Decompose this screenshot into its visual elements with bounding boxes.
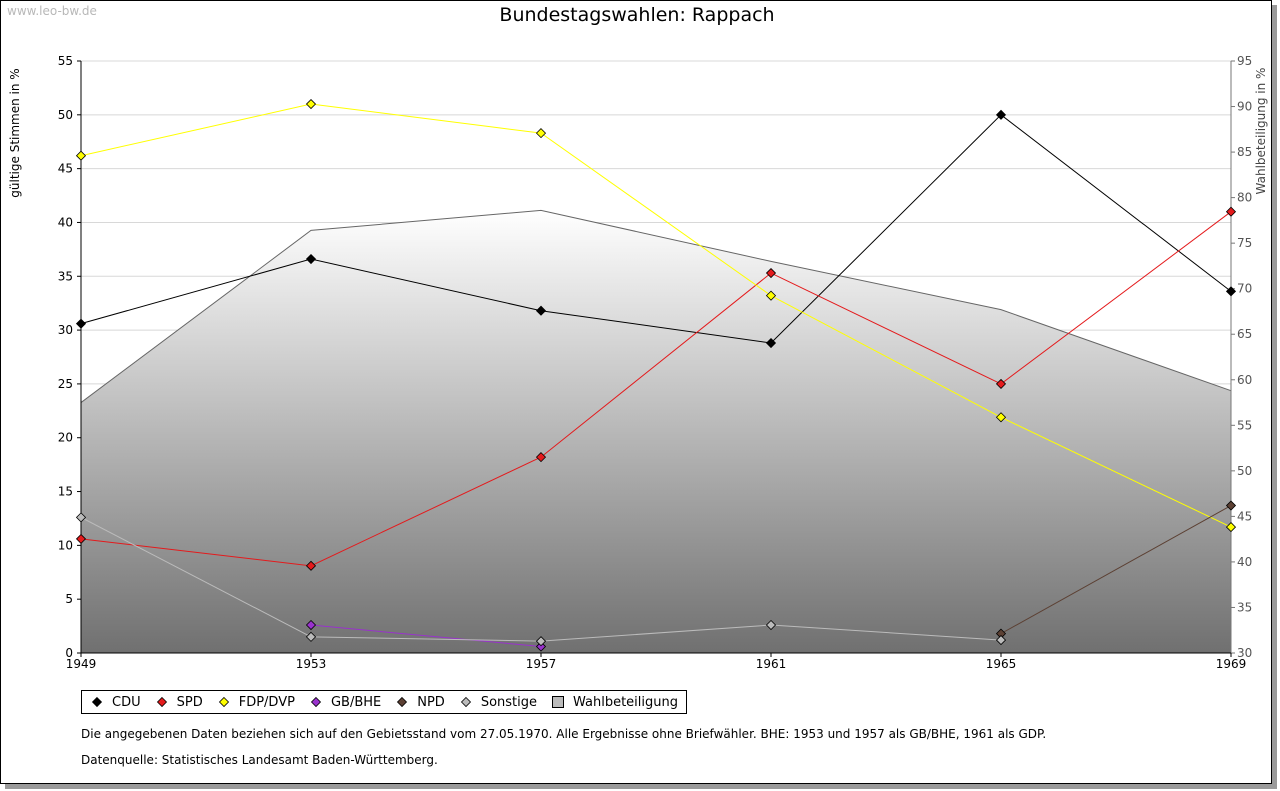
area-wahlbeteiligung-outline bbox=[80, 209, 1232, 403]
legend-item-gb-bhe: GB/BHE bbox=[309, 695, 381, 710]
series-line-npd bbox=[1000, 505, 1232, 635]
chart-note: Die angegebenen Daten beziehen sich auf … bbox=[81, 727, 1047, 741]
data-point-gb-bhe bbox=[535, 641, 547, 652]
y-tick-label-right: 90 bbox=[1237, 100, 1252, 114]
data-point-spd bbox=[75, 533, 87, 544]
data-point-spd bbox=[1225, 206, 1237, 217]
data-point-sonstige bbox=[535, 636, 547, 647]
y-tick-label-left: 40 bbox=[58, 215, 73, 229]
data-point-gb-bhe bbox=[305, 619, 317, 631]
legend-item-spd: SPD bbox=[155, 695, 203, 710]
data-point-sonstige bbox=[305, 631, 317, 642]
chart-source: Datenquelle: Statistisches Landesamt Bad… bbox=[81, 753, 438, 767]
y-tick-label-right: 85 bbox=[1237, 145, 1252, 159]
data-point-sonstige bbox=[995, 635, 1007, 646]
legend-marker-spd bbox=[156, 696, 167, 708]
y-axis-label-right: Wahlbeteiligung in % bbox=[1254, 67, 1268, 195]
y-tick-label-right: 55 bbox=[1237, 418, 1252, 432]
legend-label-wahlbeteiligung: Wahlbeteiligung bbox=[573, 694, 679, 710]
data-point-fdp-dvp bbox=[765, 290, 777, 301]
legend-label-spd: SPD bbox=[176, 694, 203, 710]
data-point-cdu bbox=[75, 318, 87, 329]
legend-item-fdp-dvp: FDP/DVP bbox=[217, 695, 295, 710]
y-tick-label-left: 45 bbox=[58, 162, 73, 176]
legend-marker-gb-bhe bbox=[310, 696, 322, 708]
data-point-fdp-dvp bbox=[75, 150, 87, 161]
y-tick-label-left: 15 bbox=[58, 485, 73, 499]
x-tick-label: 1953 bbox=[296, 657, 327, 671]
legend-marker-sonstige bbox=[460, 696, 471, 708]
legend-label-cdu: CDU bbox=[112, 694, 141, 710]
y-tick-label-right: 30 bbox=[1237, 646, 1252, 660]
x-tick-label: 1957 bbox=[526, 657, 557, 671]
legend-marker-npd bbox=[397, 696, 408, 708]
legend-marker-fdp-dvp bbox=[218, 696, 229, 708]
legend-marker-cdu bbox=[91, 696, 103, 708]
y-tick-label-right: 60 bbox=[1237, 373, 1252, 387]
series-line-spd bbox=[80, 211, 1232, 567]
data-point-cdu bbox=[1225, 286, 1237, 297]
series-line-gb-bhe bbox=[310, 624, 542, 648]
y-tick-label-right: 65 bbox=[1237, 327, 1252, 341]
data-point-cdu bbox=[535, 305, 547, 316]
y-tick-label-right: 50 bbox=[1237, 464, 1252, 478]
x-tick-label: 1961 bbox=[756, 657, 787, 671]
data-point-spd bbox=[995, 378, 1007, 389]
watermark: www.leo-bw.de bbox=[7, 4, 97, 18]
legend-label-sonstige: Sonstige bbox=[480, 694, 537, 710]
legend-item-wahlbeteiligung: Wahlbeteiligung bbox=[551, 695, 678, 710]
y-tick-label-right: 40 bbox=[1237, 555, 1252, 569]
data-point-cdu bbox=[305, 253, 317, 265]
legend-item-sonstige: Sonstige bbox=[459, 695, 537, 710]
data-point-cdu bbox=[995, 109, 1007, 120]
data-point-npd bbox=[1225, 500, 1237, 511]
series-line-fdp-dvp bbox=[80, 103, 1232, 528]
data-point-spd bbox=[305, 560, 317, 571]
y-tick-label-right: 70 bbox=[1237, 282, 1252, 296]
data-point-sonstige bbox=[75, 512, 87, 523]
data-point-fdp-dvp bbox=[305, 98, 317, 110]
legend-item-npd: NPD bbox=[395, 695, 445, 710]
x-tick-label: 1949 bbox=[66, 657, 97, 671]
y-tick-label-right: 75 bbox=[1237, 236, 1252, 250]
y-tick-label-left: 50 bbox=[58, 108, 73, 122]
y-tick-label-right: 80 bbox=[1237, 191, 1252, 205]
legend-item-cdu: CDU bbox=[90, 695, 141, 710]
legend-label-fdp-dvp: FDP/DVP bbox=[238, 694, 295, 710]
chart-legend: CDU SPD FDP/DVP GB/BHE NPD Sonstige Wahlbeteil… bbox=[81, 690, 688, 714]
chart-title: Bundestagswahlen: Rappach bbox=[499, 4, 775, 26]
data-point-cdu bbox=[765, 337, 777, 349]
y-tick-label-left: 10 bbox=[58, 538, 73, 552]
y-tick-label-left: 20 bbox=[58, 431, 73, 445]
x-tick-label: 1969 bbox=[1216, 657, 1247, 671]
area-wahlbeteiligung bbox=[81, 210, 1231, 653]
data-point-sonstige bbox=[765, 619, 777, 631]
y-tick-label-right: 35 bbox=[1237, 600, 1252, 614]
x-tick-label: 1965 bbox=[986, 657, 1017, 671]
y-axis-label-left: gültige Stimmen in % bbox=[8, 68, 22, 198]
y-tick-label-left: 25 bbox=[58, 377, 73, 391]
y-tick-label-right: 95 bbox=[1237, 54, 1252, 68]
y-tick-label-left: 5 bbox=[65, 592, 73, 606]
data-point-fdp-dvp bbox=[995, 412, 1007, 423]
y-tick-label-left: 55 bbox=[58, 54, 73, 68]
data-point-spd bbox=[535, 452, 547, 463]
legend-marker-wahlbeteiligung bbox=[552, 696, 564, 708]
y-tick-label-left: 0 bbox=[65, 646, 73, 660]
legend-label-gb-bhe: GB/BHE bbox=[330, 694, 382, 710]
data-point-fdp-dvp bbox=[535, 128, 547, 139]
y-tick-label-right: 45 bbox=[1237, 509, 1252, 523]
y-tick-label-left: 35 bbox=[58, 269, 73, 283]
data-point-fdp-dvp bbox=[1225, 521, 1237, 533]
data-point-spd bbox=[765, 267, 777, 279]
series-line-cdu bbox=[80, 114, 1232, 344]
legend-label-npd: NPD bbox=[417, 694, 445, 710]
y-tick-label-left: 30 bbox=[58, 323, 73, 337]
